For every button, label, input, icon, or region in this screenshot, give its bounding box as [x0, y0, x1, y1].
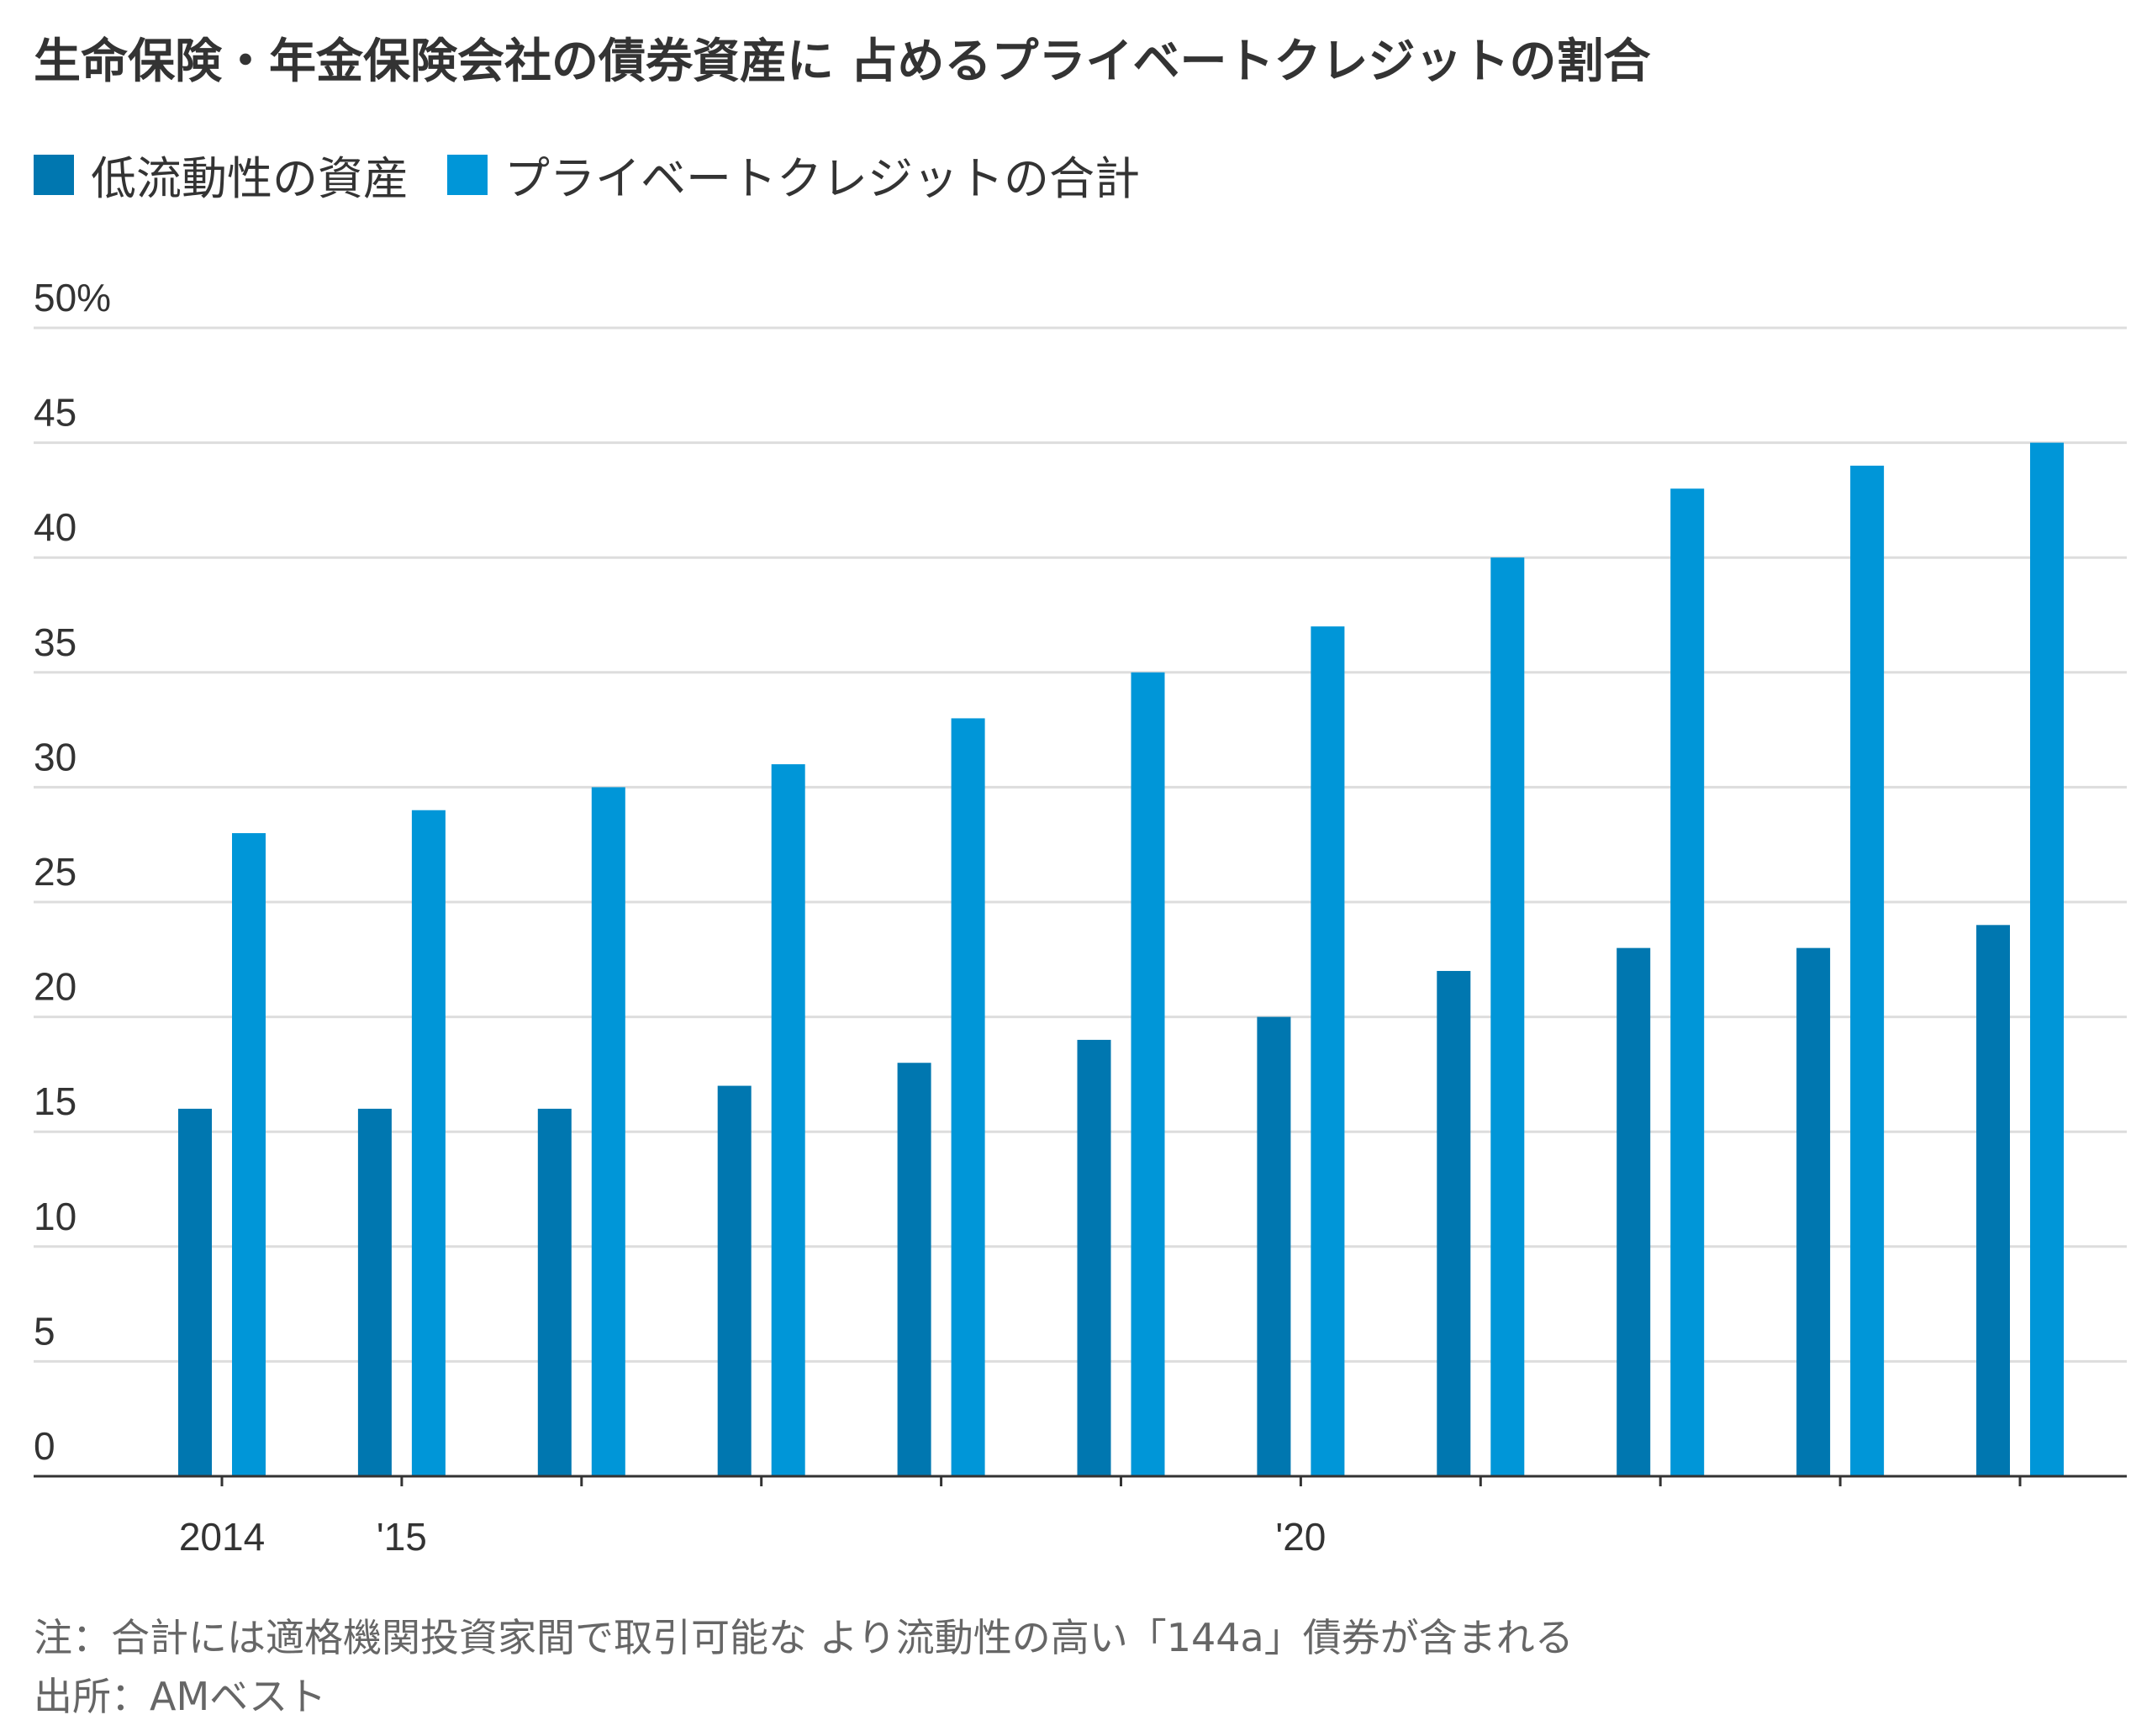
- bar-private-credit: [1490, 557, 1525, 1477]
- bar-private-credit: [1311, 626, 1345, 1476]
- x-tick-label: '15: [377, 1515, 427, 1559]
- bar-illiquid: [717, 1085, 752, 1476]
- bar-private-credit: [951, 718, 985, 1476]
- bar-illiquid: [537, 1108, 572, 1476]
- legend-label-illiquid: 低流動性の資産: [91, 152, 409, 205]
- bar-private-credit: [411, 810, 446, 1476]
- bar-illiquid: [1796, 947, 1831, 1476]
- y-tick-label: 15: [34, 1079, 76, 1123]
- chart-title: 生命保険・年金保険会社の債券資産に 占めるプライベートクレジットの割合: [34, 34, 1651, 89]
- y-tick-label: 25: [34, 850, 76, 894]
- bar-private-credit: [1131, 672, 1165, 1476]
- legend: 低流動性の資産 プライベートクレジットの合計: [34, 141, 1179, 208]
- bar-illiquid: [1617, 947, 1651, 1476]
- legend-swatch-private-credit: [447, 154, 488, 195]
- x-tick-label: '20: [1275, 1515, 1326, 1559]
- y-tick-label: 35: [34, 620, 76, 664]
- bar-illiquid: [1976, 925, 2010, 1476]
- y-tick-label: 40: [34, 505, 76, 549]
- bar-illiquid: [1077, 1039, 1111, 1476]
- bar-private-credit: [2030, 442, 2064, 1476]
- y-tick-label: 5: [34, 1309, 55, 1353]
- footnote-source: 出所：AMベスト: [34, 1674, 327, 1719]
- bar-private-credit: [232, 833, 266, 1476]
- y-tick-label: 50%: [34, 276, 111, 319]
- legend-swatch-illiquid: [34, 154, 74, 195]
- bar-illiquid: [1257, 1016, 1291, 1476]
- bar-illiquid: [357, 1108, 392, 1476]
- y-tick-label: 30: [34, 735, 76, 778]
- y-tick-label: 0: [34, 1424, 55, 1468]
- legend-item-illiquid: 低流動性の資産: [34, 141, 409, 208]
- bar-private-credit: [591, 787, 625, 1476]
- bar-illiquid: [178, 1108, 212, 1476]
- bar-private-credit: [1670, 488, 1705, 1476]
- bar-illiquid: [897, 1063, 931, 1476]
- y-tick-label: 45: [34, 391, 76, 435]
- bar-private-credit: [771, 764, 805, 1476]
- legend-label-private-credit: プライベートクレジットの合計: [504, 152, 1140, 205]
- x-tick-label: 2014: [179, 1515, 265, 1559]
- legend-item-private-credit: プライベートクレジットの合計: [447, 141, 1140, 208]
- y-tick-label: 10: [34, 1195, 76, 1238]
- footnote-note: 注：合計には適格機関投資家間で取引可能な より流動性の高い「144a」債券が含ま…: [34, 1615, 1574, 1660]
- bar-illiquid: [1437, 970, 1471, 1476]
- bar-private-credit: [1850, 465, 1885, 1477]
- y-tick-label: 20: [34, 965, 76, 1009]
